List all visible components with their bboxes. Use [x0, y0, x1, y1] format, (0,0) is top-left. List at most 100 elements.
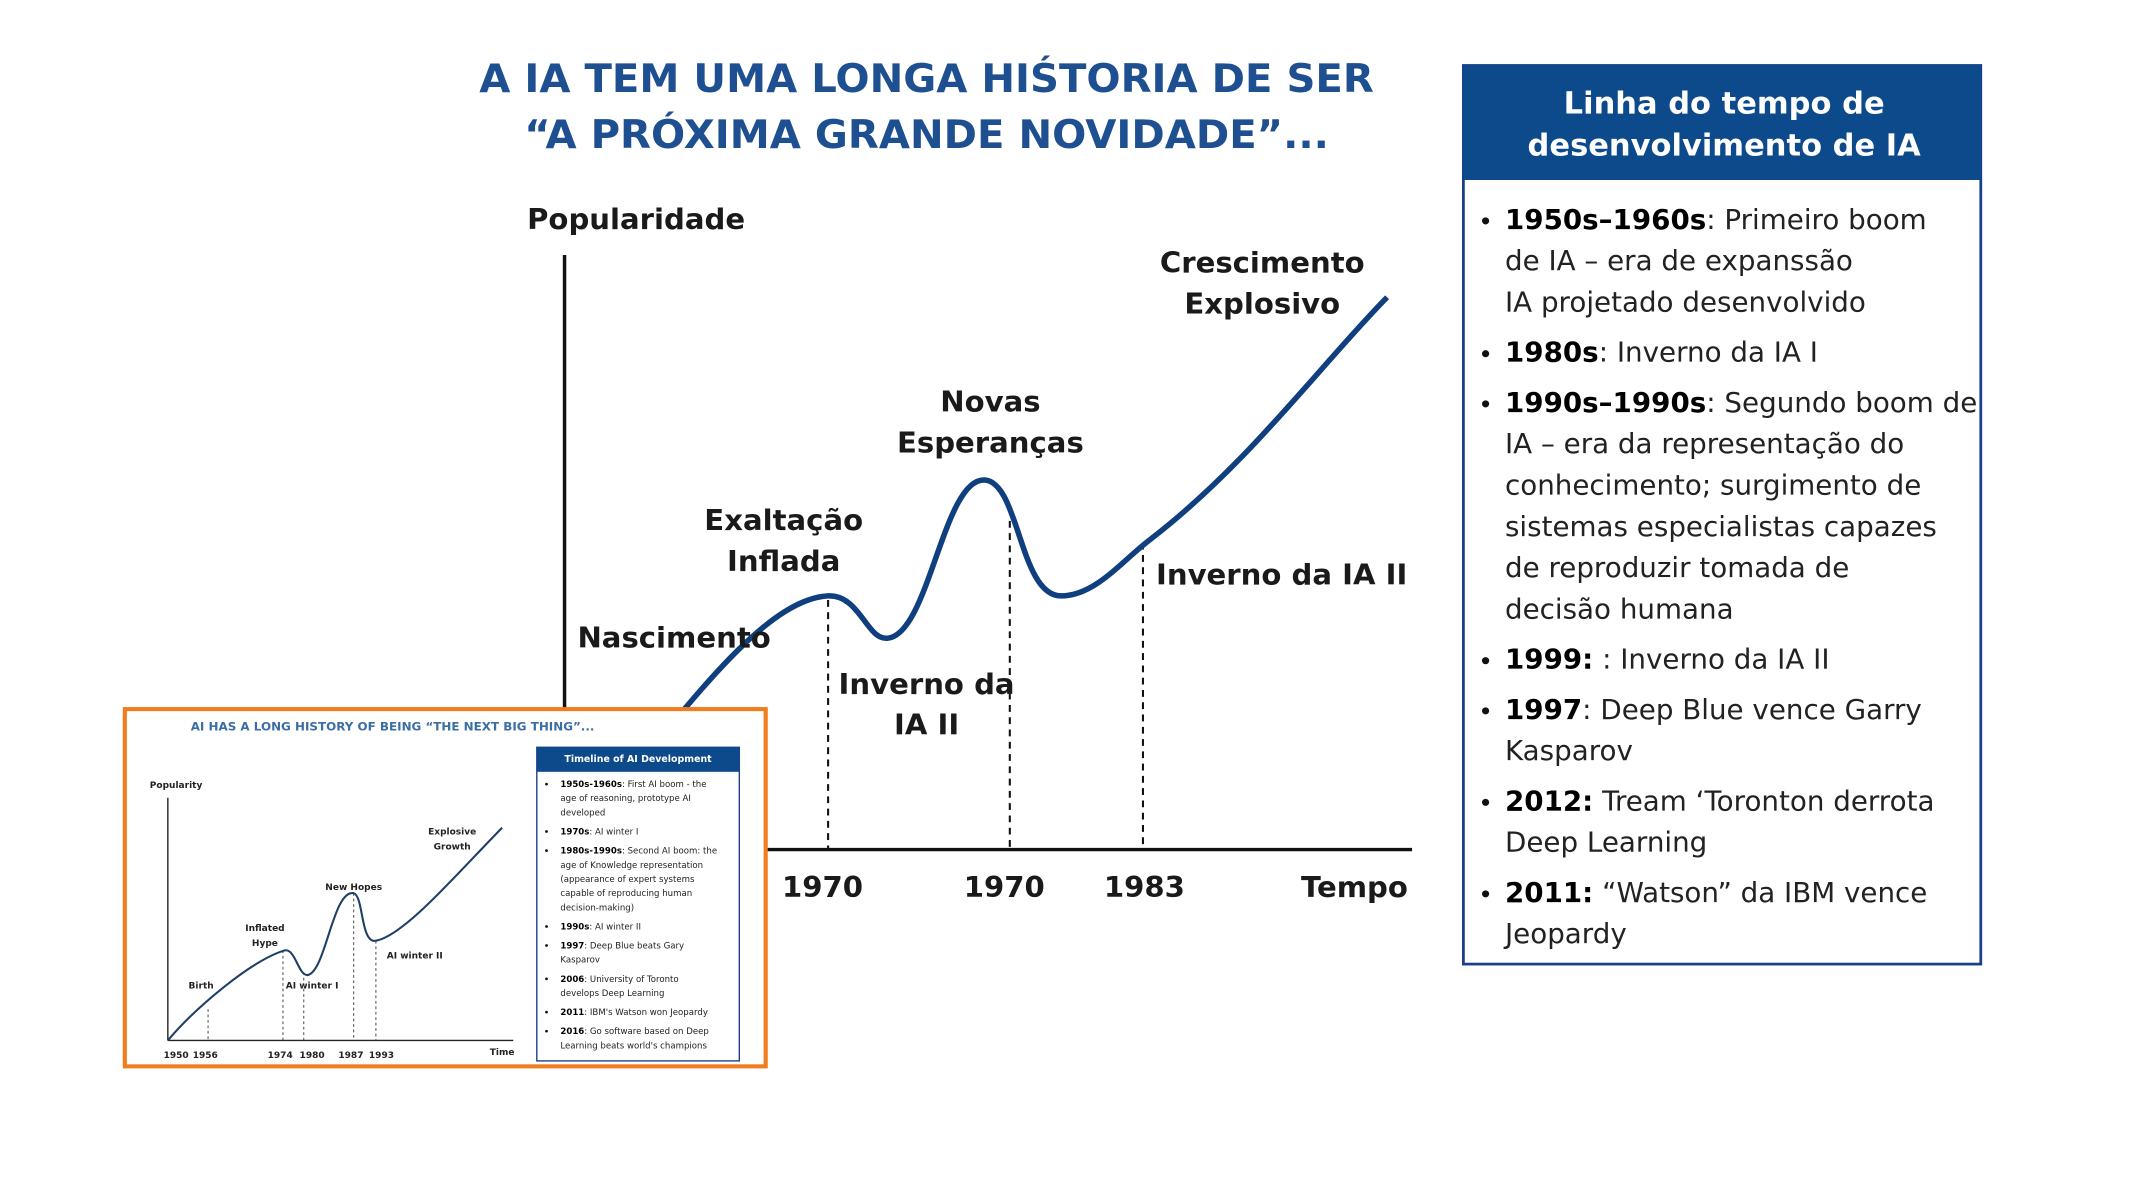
item-text: de reproduzir tomada de: [1505, 552, 1849, 584]
item-term: 2011:: [1505, 877, 1593, 909]
item-text: decisão humana: [1505, 594, 1734, 626]
bullet: [545, 1010, 548, 1014]
item-line: 1950s-1960s: First AI boom - the: [560, 780, 706, 790]
item-text: conhecimento; surgimento de: [1505, 470, 1921, 502]
item-line: 1980s: Inverno da IA I: [1505, 337, 1818, 369]
inset-phase: New Hopes: [325, 883, 382, 893]
item-line: 2012: Tream ‘Toronton derrota: [1505, 786, 1934, 818]
item-text: sistemas especialistas capazes: [1505, 511, 1937, 543]
phase-label: Esperanças: [897, 426, 1084, 460]
inset-phase: Birth: [189, 981, 214, 991]
item-term: 1990s: [560, 922, 589, 932]
item-text: : Inverno da IA II: [1593, 644, 1829, 676]
inset-title: AI HAS A LONG HISTORY OF BEING “THE NEXT…: [191, 719, 595, 733]
item-text: develops Deep Learning: [560, 989, 664, 999]
inset-phase: Growth: [434, 842, 471, 852]
sidebar-title: desenvolvimento de IA: [1528, 129, 1922, 164]
item-line: 1999: : Inverno da IA II: [1505, 644, 1830, 676]
inset-phase: AI winter II: [387, 951, 443, 961]
bullet: [545, 849, 548, 852]
item-line: (appearance of expert systems: [560, 875, 695, 885]
item-term: 1997: [1505, 694, 1582, 726]
inset-phase: AI winter I: [286, 981, 339, 991]
item-line: capable of reproducing human: [560, 889, 692, 899]
item-term: 2011: [560, 1008, 584, 1018]
item-line: de reproduzir tomada de: [1505, 552, 1849, 584]
item-text: Kasparov: [1505, 735, 1633, 767]
item-term: 1950s–1960s: [1505, 204, 1706, 236]
item-text: “Watson” da IBM vence: [1593, 877, 1927, 909]
item-term: 1999:: [1505, 644, 1593, 676]
item-text: Tream ‘Toronton derrota: [1593, 786, 1934, 818]
item-text: developed: [560, 808, 605, 818]
phase-label: IA II: [894, 708, 959, 742]
inset-phase: Inflated: [245, 924, 284, 934]
item-line: 1990s–1990s: Segundo boom de: [1505, 387, 1977, 419]
item-line: age of reasoning, prototype AI: [560, 794, 691, 804]
item-text: Deep Learning: [1505, 827, 1707, 859]
bullet: [1481, 217, 1490, 225]
phase-label: Explosivo: [1184, 287, 1340, 321]
phase-label: Crescimento: [1160, 246, 1365, 280]
inset-year: 1987: [338, 1051, 363, 1061]
inset-y-label: Popularity: [150, 781, 203, 791]
title: A IA TEM UMA LONGA HIŚTORIA DE SER: [479, 56, 1374, 103]
inset-year: 1993: [369, 1051, 394, 1061]
item-text: (appearance of expert systems: [560, 875, 695, 885]
item-line: 1997: Deep Blue vence Garry: [1505, 694, 1922, 726]
item-term: 1950s-1960s: [560, 780, 622, 790]
phase-label: Exaltação: [704, 503, 863, 537]
item-line: de IA – era de expanssão: [1505, 245, 1853, 277]
phase-label: Inverno da IA II: [1156, 558, 1407, 592]
inset-year: 1974: [268, 1051, 293, 1061]
item-line: Jeopardy: [1503, 918, 1627, 950]
item-line: decision-making): [560, 903, 634, 913]
item-line: 1980s-1990s: Second AI boom: the: [560, 846, 717, 856]
item-line: Learning beats world's champions: [560, 1041, 707, 1051]
item-line: Deep Learning: [1505, 827, 1707, 859]
item-line: 2006: University of Toronto: [560, 974, 678, 984]
item-line: 1990s: AI winter II: [560, 922, 641, 932]
item-line: developed: [560, 808, 605, 818]
item-line: sistemas especialistas capazes: [1505, 511, 1937, 543]
item-line: 1997: Deep Blue beats Gary: [560, 941, 684, 951]
bullet: [1481, 400, 1490, 408]
item-text: : Segundo boom de: [1706, 387, 1977, 419]
inset-curve: [167, 827, 503, 1042]
item-text: Kasparov: [560, 955, 600, 965]
inset-sidebar-box: [536, 746, 741, 1062]
bullet: [545, 1029, 548, 1033]
bullet: [1481, 657, 1490, 665]
item-line: 1970s: AI winter I: [560, 827, 638, 837]
item-text: capable of reproducing human: [560, 889, 692, 899]
phase-label: Inverno da: [839, 667, 1015, 701]
item-line: age of Knowledge representation: [560, 860, 703, 870]
item-term: 1980s: [1505, 337, 1599, 369]
x-axis-label: Tempo: [1301, 870, 1408, 904]
item-text: age of Knowledge representation: [560, 860, 703, 870]
item-line: 1950s–1960s: Primeiro boom: [1505, 204, 1927, 236]
item-text: age of reasoning, prototype AI: [560, 794, 691, 804]
item-term: 1997: [560, 941, 584, 951]
item-text: : Primeiro boom: [1706, 204, 1926, 236]
item-text: decision-making): [560, 903, 634, 913]
popularity-curve: [562, 295, 1390, 848]
item-line: decisão humana: [1505, 594, 1734, 626]
bullet: [1481, 798, 1490, 806]
item-text: : IBM's Watson won Jeopardy: [584, 1008, 708, 1018]
inset-year: 1980: [300, 1051, 325, 1061]
inset-x-label: Time: [490, 1048, 515, 1058]
item-text: IA projetado desenvolvido: [1505, 287, 1866, 319]
item-text: : AI winter I: [589, 827, 638, 837]
phase-label: Nascimento: [577, 621, 770, 655]
inset-sidebar-header: [536, 747, 740, 772]
inset-dividers: [207, 893, 377, 1041]
inset-year: 1956: [193, 1051, 218, 1061]
bullet: [1481, 707, 1490, 715]
item-text: : Go software based on Deep: [584, 1027, 709, 1037]
bullet: [545, 977, 548, 981]
item-line: develops Deep Learning: [560, 989, 664, 999]
bullet: [545, 944, 548, 947]
item-term: 1990s–1990s: [1505, 387, 1706, 419]
sidebar-title: Linha do tempo de: [1564, 87, 1885, 122]
